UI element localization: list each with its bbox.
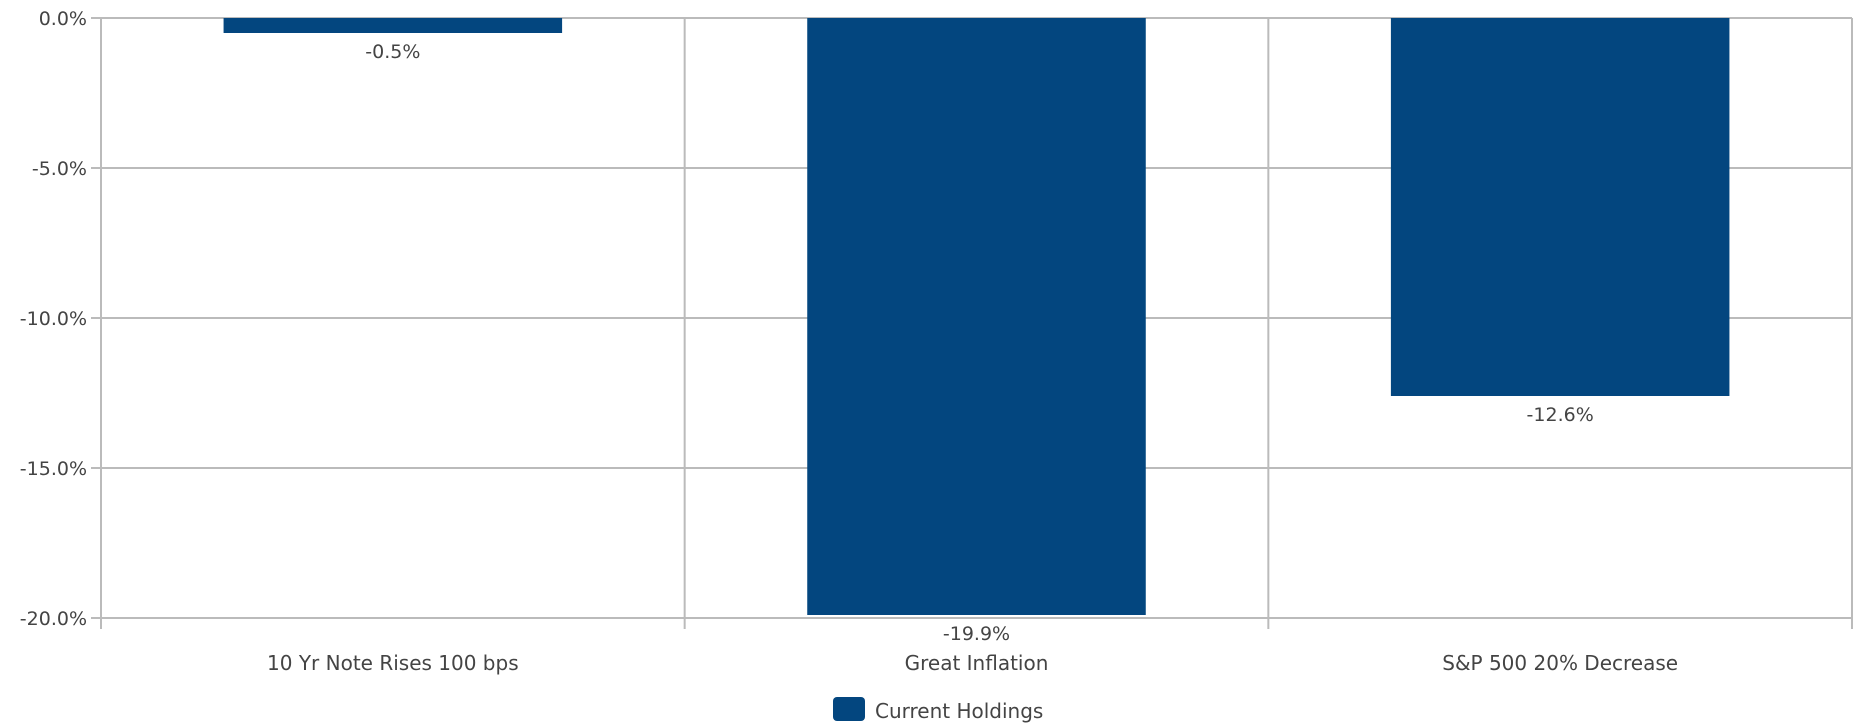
bars-layer	[223, 18, 1730, 615]
y-tick-label: -20.0%	[20, 608, 87, 630]
bar[interactable]	[223, 18, 563, 33]
bar-data-label: -12.6%	[1527, 404, 1594, 426]
bar-data-label: -0.5%	[365, 41, 420, 63]
bar-data-label: -19.9%	[943, 623, 1010, 645]
x-category-label: 10 Yr Note Rises 100 bps	[267, 651, 519, 675]
y-tick-label: -5.0%	[32, 158, 87, 180]
legend-swatch	[833, 697, 865, 721]
legend-label: Current Holdings	[875, 699, 1043, 723]
legend[interactable]: Current Holdings	[833, 697, 1043, 723]
bar[interactable]	[807, 18, 1146, 615]
x-category-label: Great Inflation	[905, 651, 1049, 675]
y-tick-label: -10.0%	[20, 308, 87, 330]
labels-layer: 0.0% -5.0% -10.0% -15.0% -20.0% -0.5% 10 Yr No…	[20, 8, 1678, 675]
x-category-label: S&P 500 20% Decrease	[1442, 651, 1678, 675]
y-tick-label: -15.0%	[20, 458, 87, 480]
y-tick-label: 0.0%	[39, 8, 87, 30]
bar[interactable]	[1390, 18, 1730, 396]
